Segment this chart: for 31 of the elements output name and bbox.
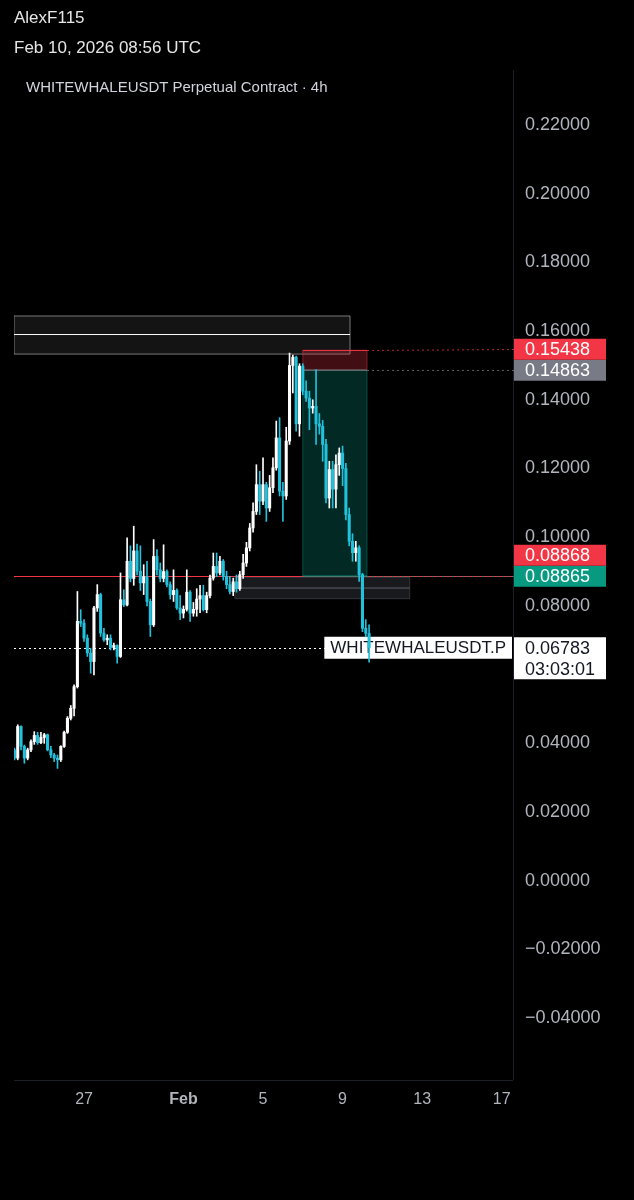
y-tick-label: 0.04000	[525, 732, 591, 753]
annotation: 0.08865	[525, 566, 591, 587]
y-tick-label: −0.02000	[525, 938, 601, 959]
y-tick-label: −0.04000	[525, 1007, 601, 1028]
annotation: 0.15438	[525, 339, 591, 360]
candlestick	[198, 584, 202, 614]
candlestick	[314, 369, 318, 445]
candlestick	[14, 747, 16, 761]
y-tick-label: 0.10000	[525, 526, 591, 547]
x-tick-label: 13	[413, 1090, 432, 1108]
x-tick-label: 27	[75, 1090, 94, 1108]
text: Feb 10, 2026 08:56 UTC	[14, 37, 202, 59]
ref-line-label: 0.06783 03:03:01	[525, 637, 596, 679]
y-tick-label: 0.18000	[525, 251, 591, 272]
y-tick-label: 0.12000	[525, 457, 591, 478]
x-tick-label: 17	[492, 1090, 511, 1108]
y-tick-label: 0.08000	[525, 594, 591, 615]
ref-line-label: 0.08868	[525, 545, 591, 566]
annotation: 0.14863	[525, 360, 591, 381]
y-tick-label: 0.02000	[525, 801, 591, 822]
text: WHITEWHALEUSDT Perpetual Contract · 4h	[26, 78, 328, 96]
y-tick-label: 0.00000	[525, 869, 591, 890]
y-tick-label: 0.20000	[525, 182, 591, 203]
y-tick-label: 0.16000	[525, 320, 591, 341]
x-tick-label: 9	[338, 1090, 348, 1108]
y-tick-label: 0.22000	[525, 113, 591, 134]
x-tick-label: 5	[258, 1090, 268, 1108]
x-tick-label: Feb	[169, 1090, 198, 1108]
candlestick	[142, 564, 146, 595]
text: AlexF115	[14, 7, 86, 29]
y-tick-label: 0.14000	[525, 388, 591, 409]
